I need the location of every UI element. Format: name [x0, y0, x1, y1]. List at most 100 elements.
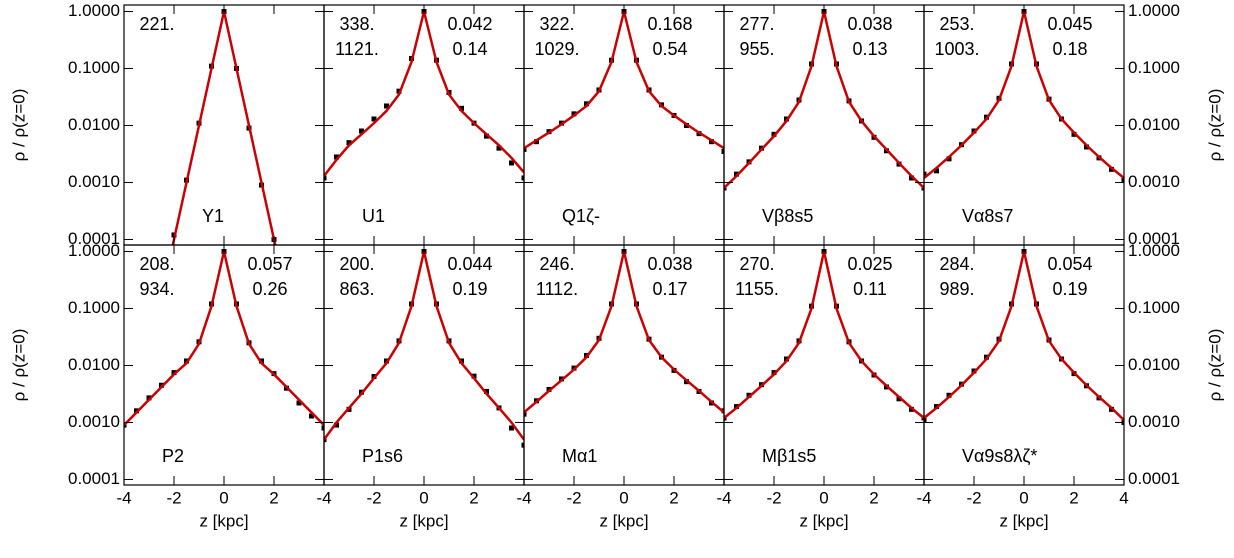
data-point [346, 140, 352, 146]
y-tick-label: 0.0100 [1128, 355, 1180, 374]
x-tick-label: 2 [269, 488, 278, 507]
annotation: 1112. [536, 279, 578, 299]
annotation: 0.168 [647, 14, 692, 34]
data-point [521, 175, 524, 181]
x-tick-label: 0 [619, 488, 628, 507]
annotation: 0.054 [1047, 254, 1092, 274]
y-tick-label: 0.1000 [68, 298, 120, 317]
annotation: 246. [539, 254, 574, 274]
x-tick-label: -2 [166, 488, 181, 507]
panel-label: Vα9s8λζ* [962, 446, 1037, 466]
fit-line [924, 251, 1124, 422]
x-axis-label: z [kpc] [799, 511, 848, 530]
annotation: 1003. [934, 39, 979, 59]
data-point [734, 171, 739, 177]
x-tick-label: 2 [669, 488, 678, 507]
y-tick-label: 0.0100 [68, 355, 120, 374]
y-tick-label: 0.0010 [1128, 172, 1180, 191]
annotation: 0.14 [452, 39, 487, 59]
panel-plot [524, 248, 724, 417]
fit-line [924, 11, 1124, 179]
x-tick-label: -4 [916, 488, 931, 507]
data-point [509, 160, 514, 166]
data-point [909, 175, 914, 181]
annotation: 0.26 [252, 279, 287, 299]
data-point [384, 103, 389, 109]
annotation: 1121. [335, 39, 379, 59]
x-tick-label: -2 [766, 488, 781, 507]
x-axis-label: z [kpc] [199, 511, 248, 530]
x-tick-label: -4 [716, 488, 731, 507]
annotation: 0.19 [1052, 279, 1087, 299]
y-tick-label: 0.0010 [68, 412, 120, 431]
annotation: 1155. [735, 279, 779, 299]
y-tick-label: 0.1000 [1128, 298, 1180, 317]
annotation: 270. [739, 254, 774, 274]
y-axis-label: ρ / ρ(z=0) [1205, 89, 1224, 162]
annotation: 253. [939, 14, 974, 34]
data-point [459, 105, 464, 111]
data-point [896, 396, 902, 402]
y-tick-label: 0.0010 [68, 172, 120, 191]
annotation: 221. [139, 14, 174, 34]
x-tick-label: -2 [366, 488, 381, 507]
panel-label: Mα1 [562, 446, 597, 466]
annotation: 277. [739, 14, 774, 34]
annotation: 200. [339, 254, 374, 274]
annotation: 989. [939, 279, 974, 299]
y-tick-label: 1.0000 [1128, 241, 1180, 260]
y-tick-label: 0.0100 [1128, 115, 1180, 134]
data-point [496, 145, 502, 151]
x-tick-label: 4 [1119, 488, 1128, 507]
data-point [746, 392, 752, 398]
x-tick-label: 0 [1019, 488, 1028, 507]
fit-line [724, 251, 924, 419]
data-point [359, 128, 364, 134]
annotation: 863. [339, 279, 374, 299]
data-point [946, 156, 952, 162]
x-tick-label: -4 [316, 488, 331, 507]
annotation: 0.038 [847, 14, 892, 34]
panel-label: Q1ζ- [562, 206, 600, 226]
panel-plot [324, 8, 524, 181]
data-point [321, 425, 324, 431]
annotation: 338. [339, 14, 374, 34]
panel-label: U1 [362, 206, 385, 226]
panel-plot [924, 248, 1124, 425]
x-tick-label: 0 [219, 488, 228, 507]
data-point [334, 154, 339, 160]
data-point [171, 370, 177, 376]
data-point [1121, 177, 1124, 183]
x-axis-label: z [kpc] [999, 511, 1048, 530]
annotation: 0.18 [1052, 39, 1087, 59]
annotation: 0.54 [652, 39, 687, 59]
fit-line [124, 251, 324, 426]
data-point [484, 133, 489, 139]
y-tick-label: 1.0000 [68, 241, 120, 260]
y-tick-label: 1.0000 [68, 1, 120, 20]
panel-label: Vβ8s5 [762, 206, 813, 226]
data-point [296, 400, 302, 406]
y-tick-label: 0.0001 [1128, 229, 1180, 248]
x-tick-label: -2 [566, 488, 581, 507]
annotation: 0.025 [847, 254, 892, 274]
y-tick-label: 0.0100 [68, 115, 120, 134]
y-axis-label: ρ / ρ(z=0) [1205, 329, 1224, 402]
y-tick-label: 0.0001 [68, 469, 120, 488]
annotation: 934. [139, 279, 174, 299]
y-tick-label: 0.0010 [1128, 412, 1180, 431]
data-point [509, 425, 514, 431]
data-point [584, 101, 589, 107]
panel-label: P1s6 [362, 446, 403, 466]
data-point [484, 388, 489, 394]
annotation: 0.044 [447, 254, 492, 274]
data-point [524, 411, 527, 417]
data-point [924, 171, 927, 177]
annotation: 0.17 [652, 279, 687, 299]
data-point [309, 413, 314, 419]
data-point [371, 116, 377, 122]
fit-line [324, 11, 524, 177]
annotation: 0.057 [247, 254, 292, 274]
panel-plot [924, 8, 1124, 183]
